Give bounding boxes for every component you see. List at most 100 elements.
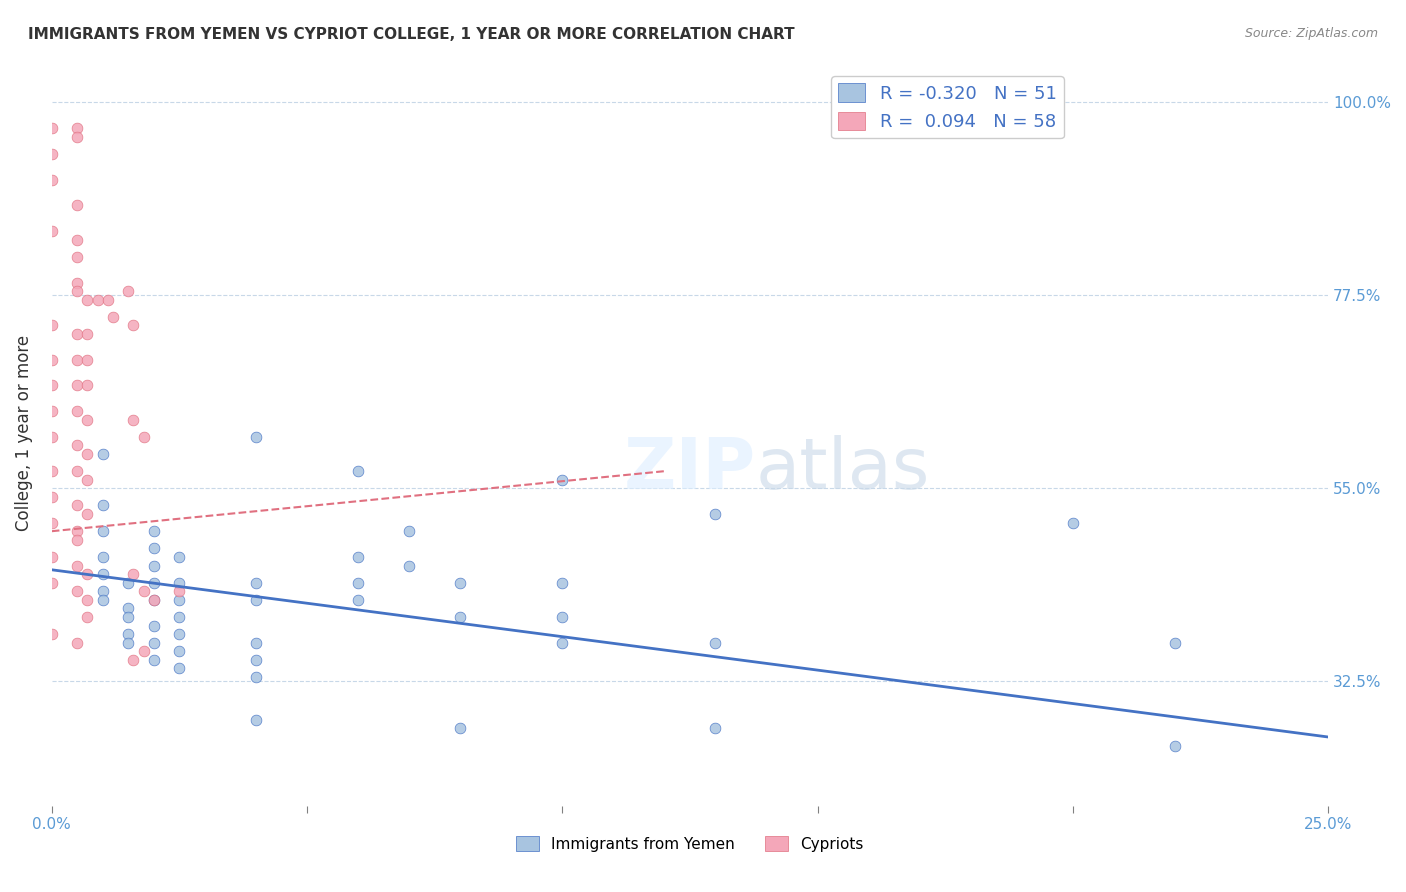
Point [132, 584, 155, 599]
Point [1164, 739, 1187, 753]
Point [41, 430, 63, 444]
Text: Source: ZipAtlas.com: Source: ZipAtlas.com [1244, 27, 1378, 40]
Point [66, 352, 89, 367]
Point [169, 661, 191, 675]
Point [76, 473, 98, 487]
Point [76, 610, 98, 624]
Point [41, 549, 63, 564]
Point [66, 276, 89, 290]
Point [41, 224, 63, 238]
Point [41, 516, 63, 530]
Point [97, 293, 120, 307]
Point [122, 653, 145, 667]
Point [66, 438, 89, 452]
Point [86, 293, 108, 307]
Point [245, 713, 267, 727]
Point [66, 404, 89, 418]
Point [66, 499, 89, 513]
Point [132, 430, 155, 444]
Point [76, 352, 98, 367]
Point [66, 284, 89, 298]
Point [142, 618, 165, 632]
Point [169, 610, 191, 624]
Point [91, 592, 114, 607]
Point [142, 558, 165, 573]
Point [41, 575, 63, 590]
Point [66, 524, 89, 539]
Point [169, 584, 191, 599]
Point [117, 635, 139, 649]
Point [704, 635, 727, 649]
Point [76, 293, 98, 307]
Point [76, 326, 98, 341]
Point [76, 592, 98, 607]
Point [142, 575, 165, 590]
Point [142, 541, 165, 556]
Point [169, 549, 191, 564]
Point [41, 627, 63, 641]
Point [117, 610, 139, 624]
Point [41, 172, 63, 186]
Point [66, 326, 89, 341]
Point [551, 635, 574, 649]
Point [245, 592, 267, 607]
Point [41, 121, 63, 136]
Point [398, 524, 420, 539]
Point [122, 318, 145, 333]
Point [66, 121, 89, 136]
Point [142, 653, 165, 667]
Point [449, 575, 471, 590]
Point [398, 558, 420, 573]
Point [142, 592, 165, 607]
Point [122, 413, 145, 427]
Point [551, 473, 574, 487]
Point [41, 490, 63, 504]
Point [91, 567, 114, 582]
Point [66, 584, 89, 599]
Point [91, 524, 114, 539]
Text: IMMIGRANTS FROM YEMEN VS CYPRIOT COLLEGE, 1 YEAR OR MORE CORRELATION CHART: IMMIGRANTS FROM YEMEN VS CYPRIOT COLLEGE… [28, 27, 794, 42]
Point [169, 592, 191, 607]
Point [122, 567, 145, 582]
Point [91, 549, 114, 564]
Point [245, 670, 267, 684]
Point [347, 592, 370, 607]
Text: atlas: atlas [756, 435, 931, 504]
Point [66, 198, 89, 212]
Point [704, 722, 727, 736]
Point [551, 575, 574, 590]
Point [66, 129, 89, 144]
Point [169, 575, 191, 590]
Point [41, 147, 63, 161]
Point [1062, 516, 1084, 530]
Point [245, 575, 267, 590]
Point [347, 464, 370, 478]
Point [66, 635, 89, 649]
Point [245, 430, 267, 444]
Point [245, 653, 267, 667]
Point [101, 310, 124, 324]
Point [41, 378, 63, 392]
Point [142, 592, 165, 607]
Point [66, 533, 89, 547]
Point [169, 644, 191, 658]
Text: ZIP: ZIP [624, 435, 756, 504]
Point [245, 635, 267, 649]
Point [117, 284, 139, 298]
Point [117, 575, 139, 590]
Point [142, 635, 165, 649]
Point [76, 413, 98, 427]
Point [169, 627, 191, 641]
Point [66, 378, 89, 392]
Point [1164, 635, 1187, 649]
Point [41, 404, 63, 418]
Point [66, 464, 89, 478]
Point [117, 601, 139, 615]
Point [449, 610, 471, 624]
Point [76, 378, 98, 392]
Point [551, 610, 574, 624]
Point [66, 250, 89, 264]
Point [142, 524, 165, 539]
Point [91, 499, 114, 513]
Point [76, 507, 98, 521]
